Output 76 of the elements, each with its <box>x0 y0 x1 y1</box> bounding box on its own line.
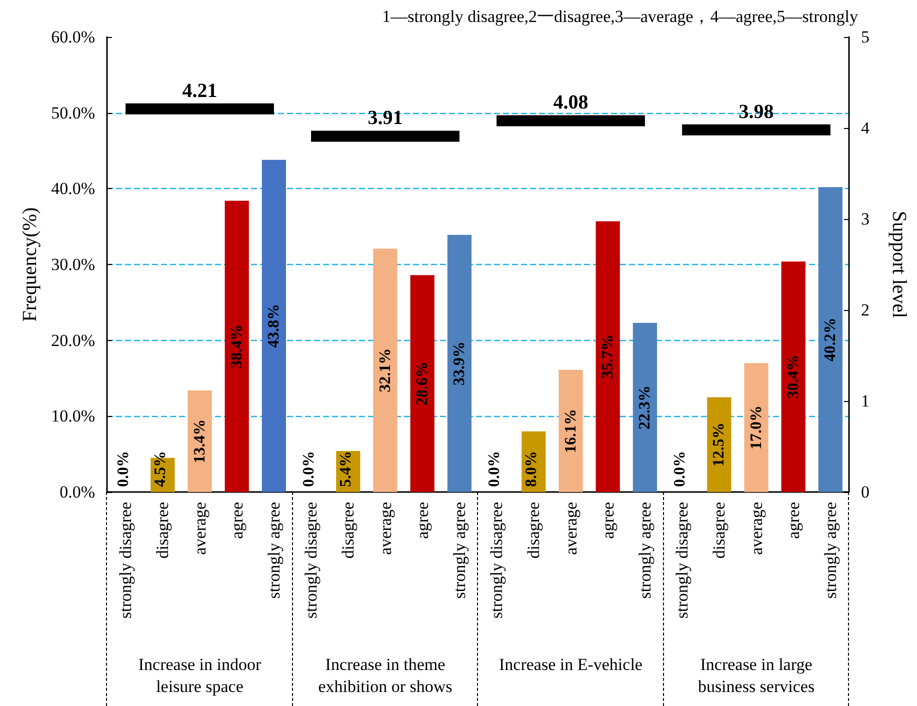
bar <box>781 261 806 492</box>
y-tick-label: 50.0% <box>51 103 95 122</box>
data-label: 3.91 <box>368 107 403 130</box>
x-tick-label: average <box>376 502 395 555</box>
data-label: 0.0% <box>300 451 318 487</box>
x-tick-label: agree <box>784 502 803 539</box>
bar <box>373 248 398 492</box>
y2-axis-title: Support level <box>888 210 910 319</box>
data-label: 5.4% <box>338 451 355 487</box>
bar <box>188 390 212 492</box>
data-label: 0.0% <box>115 451 132 487</box>
data-label: 17.0% <box>748 406 765 450</box>
x-tick-label: strongly agree <box>450 502 469 599</box>
bar <box>558 370 583 492</box>
x-tick-label: strongly agree <box>820 502 840 599</box>
x-tick-label: disagree <box>710 502 729 559</box>
data-label: 13.4% <box>191 419 208 464</box>
data-label: 22.3% <box>636 385 654 430</box>
data-label: 43.8% <box>265 304 282 348</box>
data-label: 40.2% <box>822 318 839 362</box>
bar <box>447 234 472 492</box>
y2-tick-label: 0 <box>861 482 870 502</box>
bar <box>410 275 434 492</box>
x-tick-label: strongly disagree <box>116 502 136 619</box>
y-axis-title: Frequency(%) <box>19 207 42 322</box>
y2-tick-label: 1 <box>861 392 870 410</box>
x-tick-label: disagree <box>524 502 544 559</box>
bar <box>596 221 620 492</box>
bar <box>262 160 286 492</box>
x-tick-label: agree <box>412 502 432 539</box>
data-label: 30.4% <box>784 354 802 399</box>
y2-tick-label: 2 <box>861 300 870 320</box>
text: Increase in large business services <box>696 654 816 698</box>
data-label: 4.5% <box>152 451 170 487</box>
y-tick-label: 0.0% <box>60 482 95 502</box>
x-tick-label: disagree <box>338 502 358 559</box>
y2-tick-label: 3 <box>861 210 870 228</box>
x-tick-label: average <box>190 502 210 555</box>
data-label: 32.1% <box>376 348 394 392</box>
data-label: 8.0% <box>523 451 540 487</box>
data-label: 28.6% <box>414 362 431 406</box>
data-label: 33.9% <box>450 341 468 386</box>
x-tick-label: average <box>746 502 766 555</box>
x-tick-label: strongly disagree <box>487 502 506 619</box>
data-label: 4.08 <box>553 92 588 114</box>
y-tick-label: 60.0% <box>51 28 95 46</box>
y2-tick-label: 5 <box>861 28 870 46</box>
data-label: 38.4% <box>228 324 246 368</box>
x-tick-label: strongly agree <box>264 502 284 599</box>
bar <box>224 200 249 492</box>
y-tick-label: 20.0% <box>51 330 95 350</box>
bar <box>818 187 843 492</box>
y-tick-label: 40.0% <box>51 179 95 198</box>
bar <box>707 397 732 492</box>
x-tick-label: agree <box>598 502 618 539</box>
data-label: 0.0% <box>672 451 689 487</box>
x-tick-label: strongly disagree <box>302 502 321 619</box>
x-tick-label: strongly disagree <box>672 502 692 619</box>
y2-tick-label: 4 <box>861 118 870 138</box>
data-label: 35.7% <box>599 334 616 379</box>
data-label: 4.21 <box>182 80 218 102</box>
y-tick-label: 30.0% <box>51 255 95 274</box>
text: 1—strongly disagree,2一disagree,3—average，4—agree,5—strongly <box>382 7 858 26</box>
y-tick-label: 10.0% <box>51 406 95 426</box>
x-tick-label: agree <box>227 502 246 539</box>
x-tick-label: average <box>561 502 580 555</box>
bar <box>744 363 768 492</box>
data-label: 12.5% <box>710 422 728 467</box>
text: Increase in theme exhibition or shows <box>317 654 454 698</box>
text: Increase in E-vehicle <box>498 654 644 676</box>
data-label: 16.1% <box>562 408 580 453</box>
bar <box>632 322 658 492</box>
data-label: 0.0% <box>486 451 504 487</box>
x-tick-label: strongly agree <box>635 502 654 599</box>
x-tick-label: disagree <box>153 502 172 559</box>
text: Increase in indoor leisure space <box>137 654 262 698</box>
